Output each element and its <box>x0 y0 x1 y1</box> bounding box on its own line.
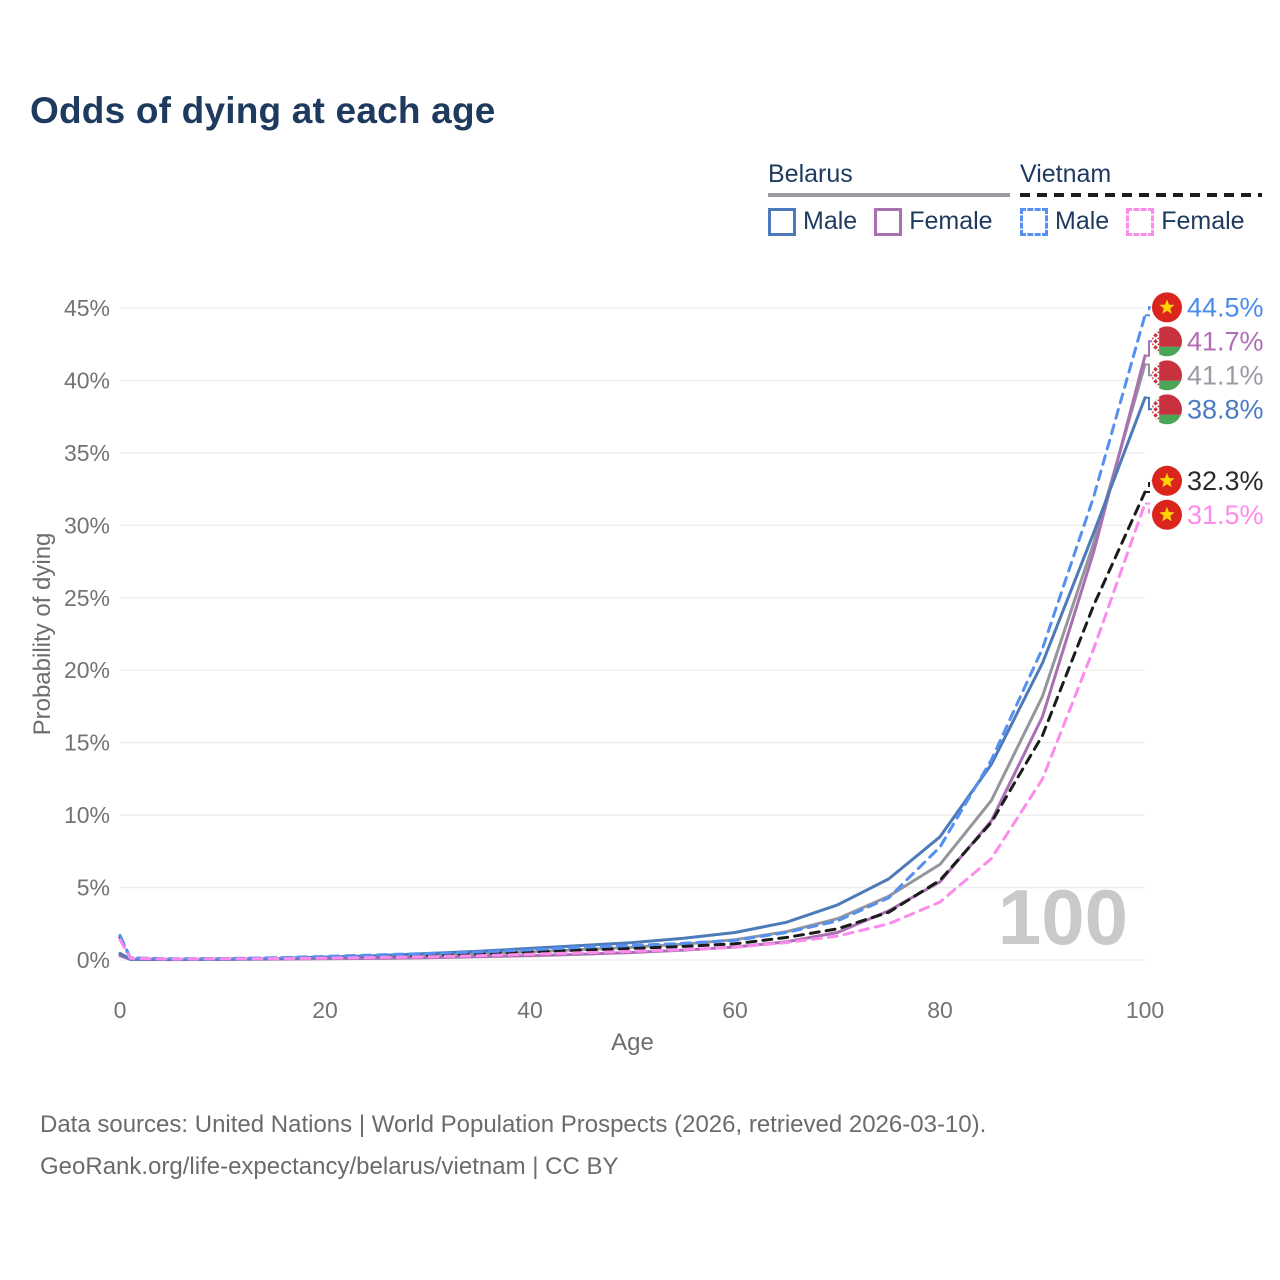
y-tick-label: 5% <box>77 875 110 901</box>
legend-item-belarus-male[interactable]: Male <box>768 207 857 236</box>
end-value-label-belarus-female: 41.7% <box>1187 326 1264 356</box>
legend-swatch-icon <box>874 207 903 236</box>
x-tick-label: 40 <box>517 997 543 1023</box>
belarus-flag-icon <box>1152 394 1182 425</box>
y-tick-label: 35% <box>64 440 110 466</box>
legend-item-label: Male <box>1055 207 1110 235</box>
end-value-label-belarus: 41.1% <box>1187 360 1264 390</box>
end-value-label-vietnam-male: 44.5% <box>1187 292 1264 322</box>
legend-item-label: Female <box>909 207 993 235</box>
end-label-connector <box>1145 363 1152 377</box>
legend-country-linestyle-swatch <box>1020 193 1262 197</box>
legend-item-vietnam-male[interactable]: Male <box>1020 207 1109 236</box>
end-value-label-vietnam-female: 31.5% <box>1187 500 1264 530</box>
legend-country-linestyle-swatch <box>768 193 1010 197</box>
x-tick-label: 0 <box>114 997 127 1023</box>
y-tick-label: 20% <box>64 657 110 683</box>
legend-country-label[interactable]: Belarus <box>768 160 853 188</box>
series-line-belarus-male <box>118 396 1147 961</box>
end-value-label-vietnam: 32.3% <box>1187 466 1264 496</box>
end-label-connector <box>1145 502 1152 516</box>
age-watermark: 100 <box>998 873 1128 961</box>
end-label-connector <box>1145 340 1152 357</box>
end-label-connector <box>1145 306 1152 317</box>
legend-swatch-icon <box>1020 207 1048 236</box>
series-line-vietnam-female <box>118 502 1147 961</box>
legend-group-belarus: Belarus Male Female <box>768 160 1010 236</box>
y-tick-label: 10% <box>64 802 110 828</box>
series-line-belarus-female <box>118 354 1147 962</box>
page-title: Odds of dying at each age <box>30 90 496 131</box>
y-tick-label: 15% <box>64 730 110 756</box>
y-tick-label: 40% <box>64 367 110 393</box>
legend-item-vietnam-female[interactable]: Female <box>1126 207 1245 236</box>
legend-group-vietnam: Vietnam Male Female <box>1020 160 1262 236</box>
belarus-flag-icon <box>1152 360 1182 391</box>
end-label-connector <box>1145 479 1152 493</box>
legend-item-label: Female <box>1161 207 1245 235</box>
x-tick-label: 20 <box>312 997 338 1023</box>
source-line-1: Data sources: United Nations | World Pop… <box>40 1111 987 1138</box>
x-tick-label: 80 <box>927 997 953 1023</box>
end-value-label-belarus-male: 38.8% <box>1187 394 1264 424</box>
legend-country-label[interactable]: Vietnam <box>1020 160 1112 188</box>
vietnam-flag-icon <box>1152 465 1182 496</box>
series-line-vietnam-male <box>118 313 1147 961</box>
legend-swatch-icon <box>1126 207 1155 236</box>
x-tick-label: 60 <box>722 997 748 1023</box>
y-tick-label: 0% <box>77 947 110 973</box>
legend-item-belarus-female[interactable]: Female <box>874 207 993 236</box>
source-line-2: GeoRank.org/life-expectancy/belarus/viet… <box>40 1153 619 1180</box>
data-source-note: Data sources: United Nations | World Pop… <box>40 1104 986 1188</box>
legend-swatch-icon <box>768 207 796 236</box>
y-tick-label: 45% <box>64 295 110 321</box>
x-tick-label: 100 <box>1126 997 1164 1023</box>
x-axis-title: Age <box>611 1029 654 1056</box>
y-axis-title: Probability of dying <box>29 533 56 736</box>
legend-item-label: Male <box>803 207 858 235</box>
y-tick-label: 25% <box>64 585 110 611</box>
belarus-flag-icon <box>1152 326 1182 357</box>
y-tick-label: 30% <box>64 512 110 538</box>
end-label-connector <box>1145 396 1152 411</box>
vietnam-flag-icon <box>1152 499 1182 530</box>
vietnam-flag-icon <box>1152 292 1182 323</box>
series-line-vietnam <box>118 490 1147 961</box>
series-line-belarus <box>118 363 1147 961</box>
